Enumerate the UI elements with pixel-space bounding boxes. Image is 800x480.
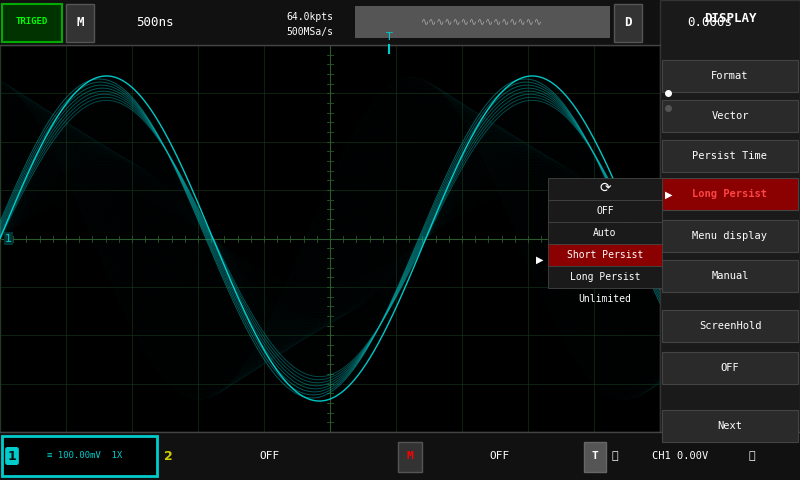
Text: Next: Next xyxy=(718,421,742,431)
Bar xyxy=(662,178,798,210)
Text: Long Persist: Long Persist xyxy=(693,189,767,199)
Bar xyxy=(662,352,798,384)
Text: 2: 2 xyxy=(164,449,172,463)
Text: Manual: Manual xyxy=(711,271,749,281)
Text: OFF: OFF xyxy=(721,363,739,373)
Text: ⟋: ⟋ xyxy=(612,451,618,461)
Text: Long Persist: Long Persist xyxy=(570,272,640,282)
Bar xyxy=(660,0,800,432)
Text: Persist Time: Persist Time xyxy=(693,151,767,161)
Bar xyxy=(66,4,94,42)
Bar xyxy=(2,436,157,476)
Text: 0.000s: 0.000s xyxy=(687,15,733,28)
Bar xyxy=(662,60,798,92)
Bar xyxy=(662,100,798,132)
Bar xyxy=(548,200,662,222)
Text: Vector: Vector xyxy=(711,111,749,121)
Text: Format: Format xyxy=(711,71,749,81)
Text: DISPLAY: DISPLAY xyxy=(704,12,756,24)
Bar xyxy=(355,6,610,38)
Text: 1: 1 xyxy=(8,449,16,463)
Text: Short Persist: Short Persist xyxy=(567,250,643,260)
Bar xyxy=(662,220,798,252)
Text: OFF: OFF xyxy=(490,451,510,461)
Text: Unlimited: Unlimited xyxy=(578,294,631,304)
Text: TRIGED: TRIGED xyxy=(16,17,48,26)
Bar xyxy=(0,0,800,45)
Bar xyxy=(548,266,662,288)
Text: 500MSa/s: 500MSa/s xyxy=(286,27,334,37)
Text: ScreenHold: ScreenHold xyxy=(698,321,762,331)
Bar xyxy=(584,442,606,472)
Bar xyxy=(0,45,660,432)
Text: OFF: OFF xyxy=(260,451,280,461)
Bar xyxy=(662,260,798,292)
Bar xyxy=(548,178,662,200)
Text: OFF: OFF xyxy=(596,206,614,216)
Bar xyxy=(614,4,642,42)
Text: ∿∿∿∿∿∿∿∿∿∿∿∿∿∿∿: ∿∿∿∿∿∿∿∿∿∿∿∿∿∿∿ xyxy=(421,17,543,27)
Text: M: M xyxy=(406,451,414,461)
Text: ▶: ▶ xyxy=(536,255,543,265)
Bar xyxy=(2,4,62,42)
Text: Menu display: Menu display xyxy=(693,231,767,241)
Text: 500ns: 500ns xyxy=(136,15,174,28)
Text: M: M xyxy=(76,15,84,28)
Bar xyxy=(662,310,798,342)
Bar xyxy=(548,222,662,244)
Text: T: T xyxy=(386,32,392,42)
Text: T: T xyxy=(592,451,598,461)
Text: ▶: ▶ xyxy=(665,190,673,200)
Text: 🔌: 🔌 xyxy=(749,451,755,461)
Bar xyxy=(548,244,662,266)
Bar xyxy=(398,442,422,472)
Text: ⟳: ⟳ xyxy=(599,181,611,195)
Text: 1: 1 xyxy=(5,233,12,243)
Text: D: D xyxy=(624,15,632,28)
Text: 64.0kpts: 64.0kpts xyxy=(286,12,334,22)
Bar xyxy=(0,432,800,480)
Text: Auto: Auto xyxy=(594,228,617,238)
Bar xyxy=(662,410,798,442)
Text: CH1 0.00V: CH1 0.00V xyxy=(652,451,708,461)
Text: ≡ 100.00mV  1X: ≡ 100.00mV 1X xyxy=(47,452,122,460)
Bar xyxy=(662,140,798,172)
